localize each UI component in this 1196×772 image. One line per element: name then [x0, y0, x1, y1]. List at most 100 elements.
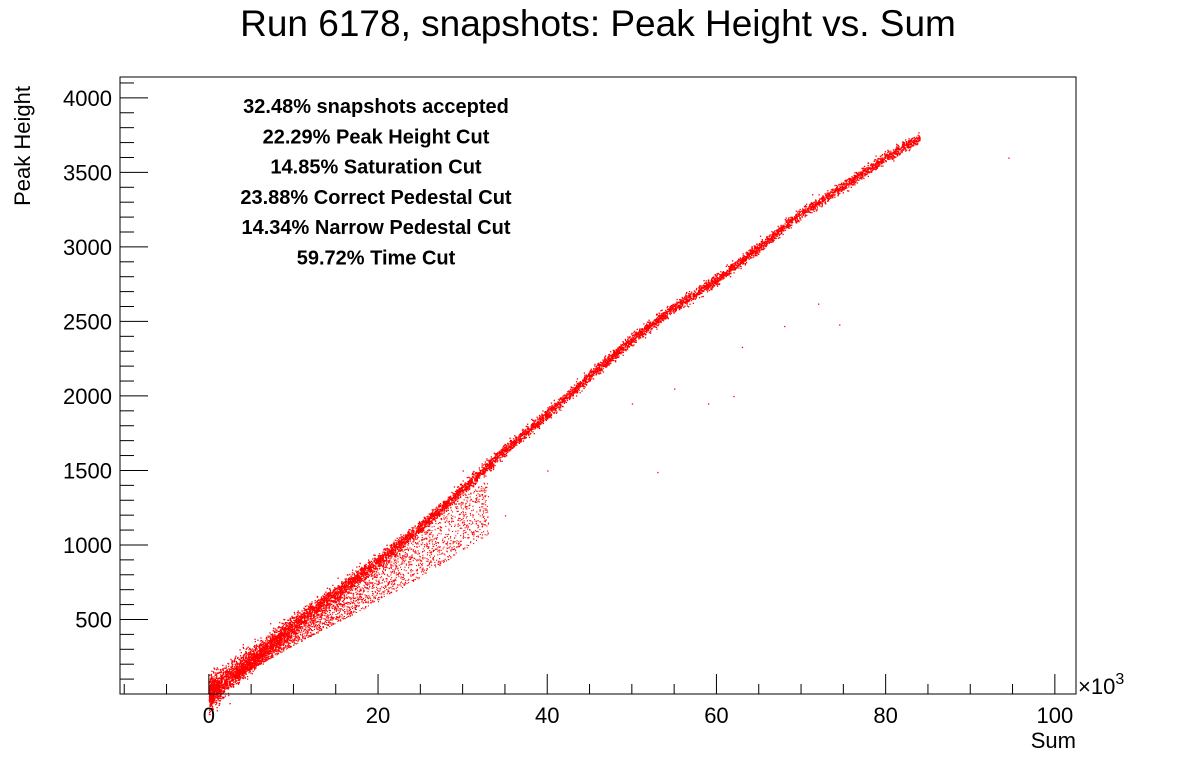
data-point	[902, 144, 904, 146]
data-point	[489, 463, 491, 465]
data-point	[483, 470, 485, 473]
data-point	[211, 676, 213, 678]
data-point	[682, 298, 684, 300]
data-point	[215, 682, 217, 684]
data-point	[856, 182, 859, 184]
data-point	[608, 354, 610, 356]
data-point	[279, 632, 281, 635]
data-point	[285, 629, 287, 631]
data-point	[229, 676, 231, 678]
data-point	[708, 286, 710, 289]
data-point	[682, 304, 684, 306]
data-point	[539, 415, 541, 418]
data-point	[556, 403, 558, 405]
data-point	[895, 152, 898, 154]
data-point	[209, 684, 211, 686]
data-point	[600, 367, 602, 369]
data-point	[472, 472, 474, 474]
data-point	[446, 500, 448, 502]
data-point	[304, 616, 307, 618]
data-point	[654, 320, 657, 323]
data-point	[737, 264, 739, 266]
data-point	[829, 196, 831, 198]
data-point	[888, 155, 890, 157]
data-point	[873, 160, 875, 162]
data-point	[220, 679, 223, 681]
data-point	[602, 366, 604, 368]
data-point	[912, 140, 915, 142]
data-point	[851, 179, 853, 181]
data-point	[795, 220, 797, 222]
data-point	[549, 409, 552, 411]
data-point	[617, 356, 619, 359]
data-point	[230, 679, 233, 681]
data-point	[796, 222, 798, 224]
data-point	[575, 386, 578, 389]
data-point	[903, 141, 905, 144]
data-point	[858, 179, 860, 181]
data-point	[427, 515, 429, 517]
data-point	[383, 549, 385, 551]
data-point	[224, 667, 227, 669]
data-point	[262, 650, 264, 653]
data-point	[722, 278, 724, 280]
data-point	[536, 425, 538, 427]
data-point	[429, 513, 431, 515]
data-point	[725, 275, 727, 277]
data-point	[357, 575, 359, 577]
data-point	[651, 328, 653, 330]
data-point	[235, 655, 237, 657]
data-point	[827, 200, 829, 202]
data-point	[779, 237, 781, 239]
data-point	[733, 272, 735, 274]
data-point	[453, 501, 455, 503]
data-point	[670, 306, 672, 308]
data-point	[507, 442, 509, 445]
data-point	[587, 376, 589, 378]
data-point	[419, 524, 421, 526]
data-point	[744, 258, 746, 260]
data-point	[229, 669, 231, 671]
data-point	[599, 365, 601, 367]
data-point	[567, 397, 569, 399]
data-point	[916, 136, 918, 138]
data-point	[247, 668, 249, 671]
data-point	[393, 547, 395, 549]
data-point	[213, 702, 215, 704]
data-point	[579, 385, 581, 387]
data-point	[737, 264, 740, 266]
data-point	[436, 514, 439, 516]
data-point	[386, 544, 388, 546]
data-point	[331, 593, 333, 595]
data-point	[218, 697, 220, 700]
data-point	[229, 677, 231, 679]
data-point	[345, 586, 347, 588]
data-point	[351, 586, 353, 588]
data-point	[486, 459, 488, 462]
data-point	[809, 211, 811, 213]
data-point	[407, 533, 409, 535]
data-point	[490, 466, 493, 469]
data-point	[370, 561, 372, 563]
data-point	[254, 644, 256, 647]
data-point	[379, 565, 381, 568]
data-point	[643, 329, 645, 331]
data-point	[661, 313, 663, 315]
data-point	[340, 585, 342, 588]
data-point	[774, 233, 777, 235]
data-point	[245, 653, 247, 655]
data-point	[581, 390, 583, 392]
data-point	[676, 302, 678, 304]
data-point	[594, 363, 596, 366]
data-point	[404, 549, 406, 551]
data-point	[338, 596, 341, 599]
data-point	[381, 560, 384, 562]
data-point	[724, 274, 726, 277]
data-point	[231, 680, 233, 682]
data-point	[250, 648, 252, 650]
data-point	[320, 596, 323, 598]
data-point	[310, 616, 312, 618]
data-point	[527, 432, 529, 434]
data-point	[741, 262, 744, 264]
data-point	[258, 653, 260, 655]
